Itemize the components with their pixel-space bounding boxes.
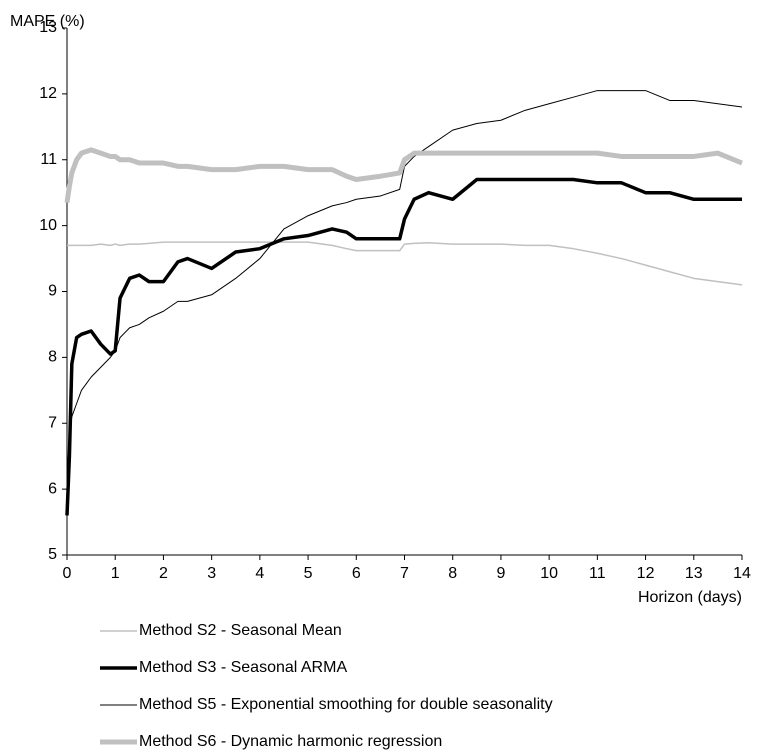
y-tick-label: 7 <box>48 414 57 431</box>
series-line <box>64 147 743 203</box>
legend-label: Method S2 - Seasonal Mean <box>139 622 342 639</box>
x-tick-label: 13 <box>685 565 703 582</box>
x-tick-label: 9 <box>496 565 505 582</box>
x-tick-label: 5 <box>304 565 313 582</box>
y-axis-label: MAPE (%) <box>10 13 85 30</box>
x-tick-label: 11 <box>589 565 606 582</box>
x-tick-label: 2 <box>159 565 168 582</box>
x-tick-label: 3 <box>207 565 216 582</box>
series-line <box>65 177 742 516</box>
y-tick-label: 8 <box>48 349 57 366</box>
legend-label: Method S5 - Exponential smoothing for do… <box>139 696 553 713</box>
legend-label: Method S3 - Seasonal ARMA <box>139 659 347 676</box>
x-tick-label: 10 <box>540 565 558 582</box>
y-tick-label: 12 <box>39 85 57 102</box>
x-tick-label: 0 <box>63 565 72 582</box>
y-tick-label: 10 <box>39 217 57 234</box>
x-tick-label: 8 <box>448 565 457 582</box>
x-tick-label: 4 <box>255 565 264 582</box>
y-tick-label: 5 <box>48 546 57 563</box>
y-tick-label: 11 <box>40 151 57 168</box>
x-tick-label: 7 <box>400 565 409 582</box>
x-tick-label: 14 <box>733 565 751 582</box>
y-tick-label: 9 <box>48 283 57 300</box>
series-line <box>67 241 743 286</box>
x-tick-label: 6 <box>352 565 361 582</box>
legend-label: Method S6 - Dynamic harmonic regression <box>139 733 442 750</box>
x-axis-label: Horizon (days) <box>638 589 742 606</box>
x-tick-label: 12 <box>637 565 655 582</box>
series-line <box>66 90 743 483</box>
x-tick-label: 1 <box>111 565 120 582</box>
y-tick-label: 6 <box>48 480 57 497</box>
y-tick-label: 13 <box>39 19 57 36</box>
